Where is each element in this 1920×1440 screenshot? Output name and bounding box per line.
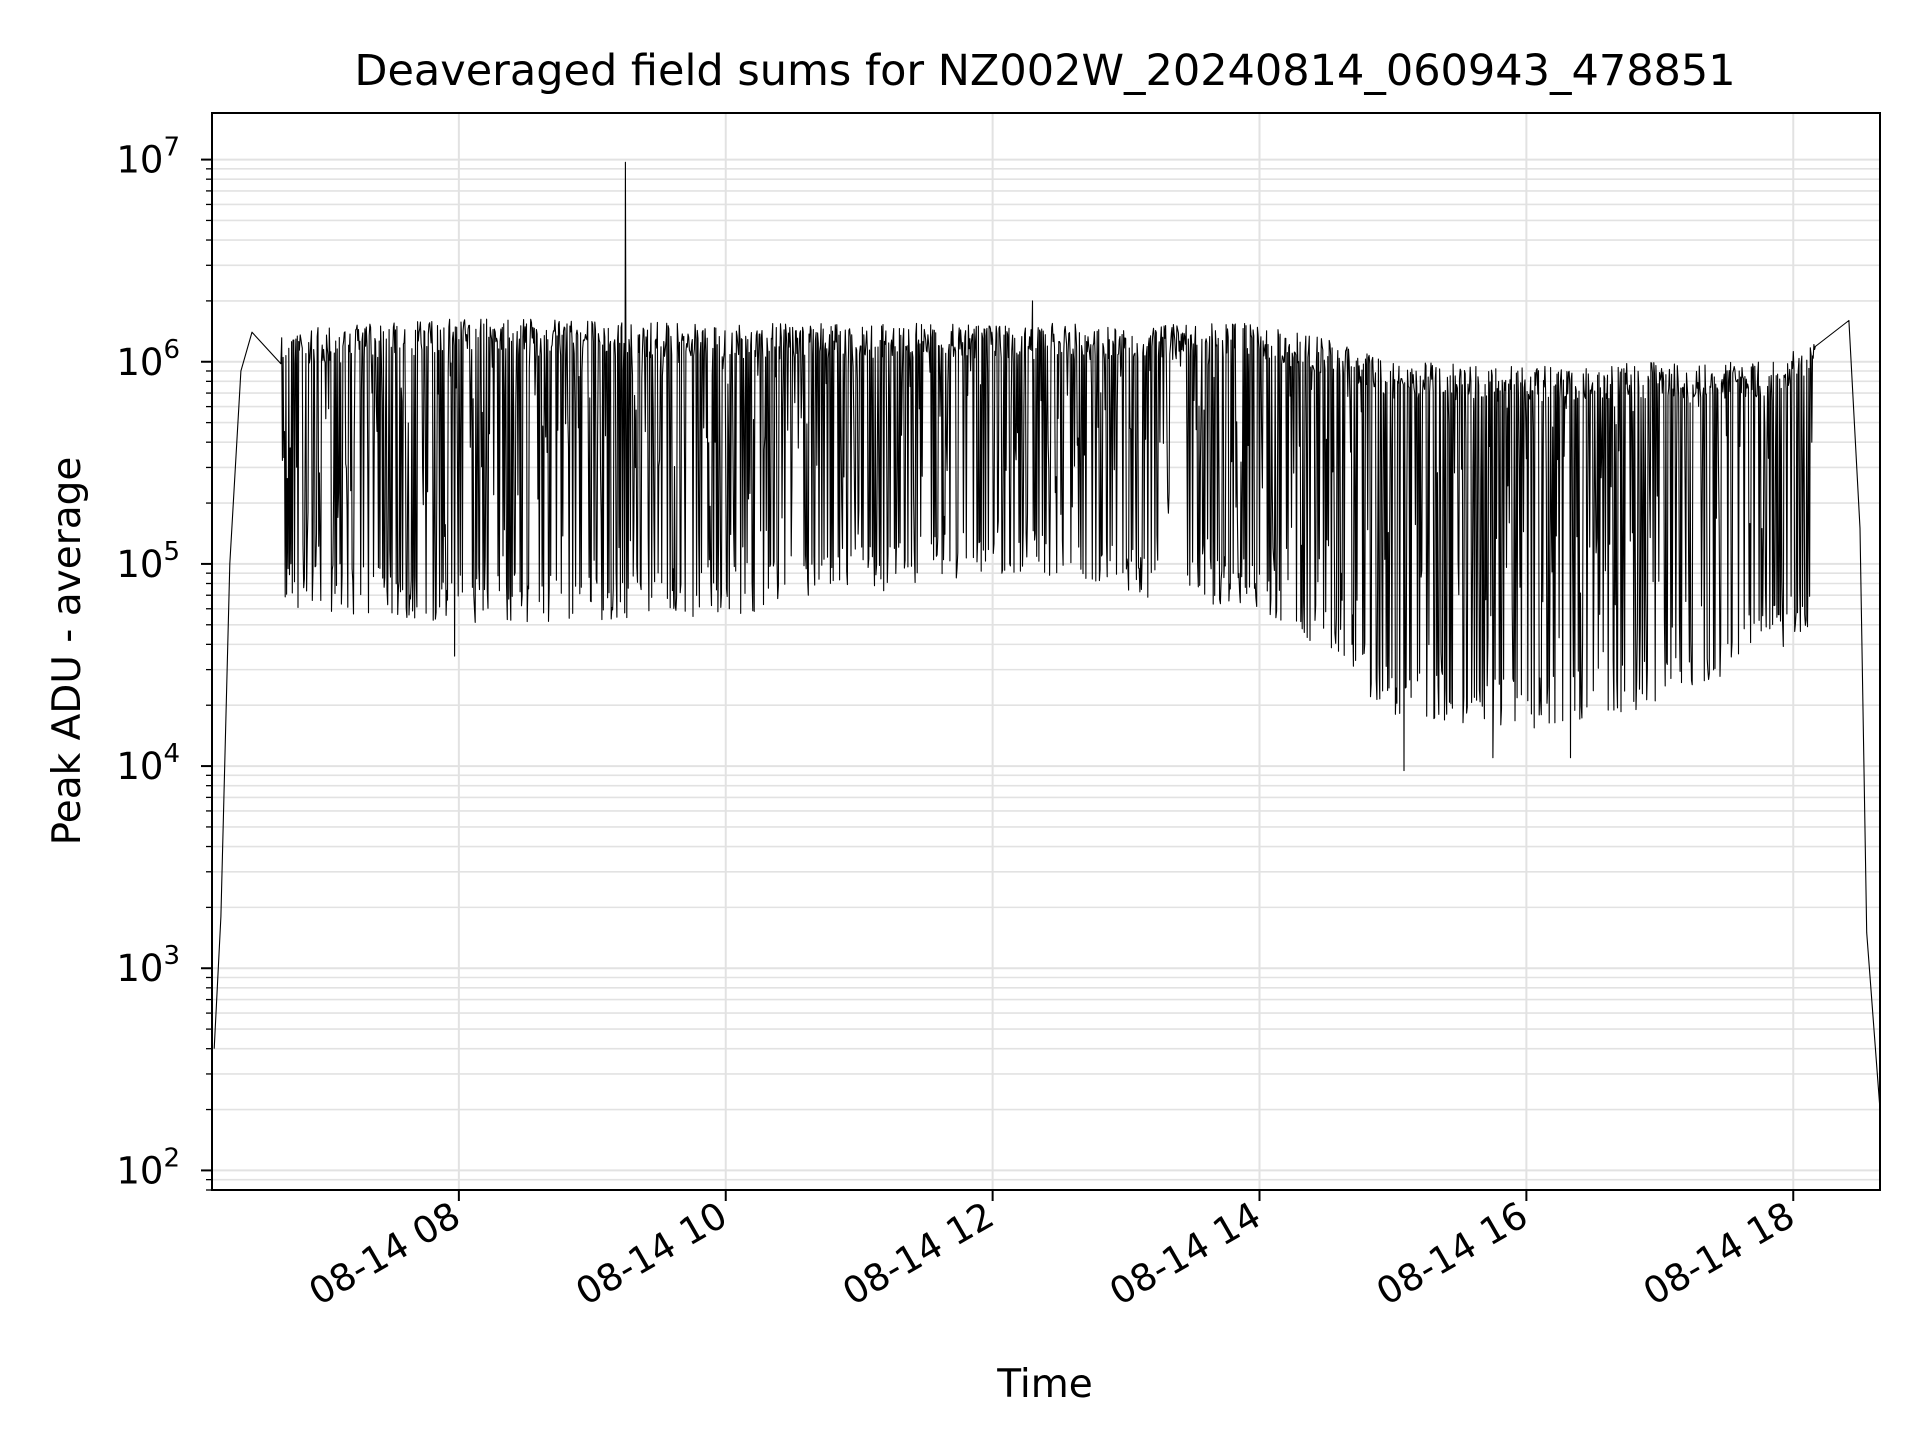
y-tick-base: 10: [116, 139, 163, 182]
y-tick-label: 104: [116, 739, 180, 788]
y-tick-exponent: 3: [163, 941, 180, 971]
y-tick-base: 10: [116, 947, 163, 990]
y-axis-label: Peak ADU - average: [45, 457, 90, 846]
y-tick-base: 10: [116, 341, 163, 384]
y-tick-label: 107: [116, 133, 180, 182]
y-tick-base: 10: [116, 745, 163, 788]
y-tick-exponent: 6: [163, 335, 180, 365]
y-tick-base: 10: [116, 543, 163, 586]
y-tick-label: 102: [116, 1143, 180, 1192]
y-tick-exponent: 2: [163, 1143, 180, 1173]
x-axis-label: Time: [996, 1362, 1092, 1407]
plot-frame: [211, 112, 1881, 1191]
y-tick-base: 10: [116, 1149, 163, 1192]
series-line: [213, 161, 1881, 1110]
y-tick-label: 105: [116, 537, 180, 586]
y-tick-label: 103: [116, 941, 180, 990]
y-tick-exponent: 7: [163, 133, 180, 163]
chart-title: Deaveraged field sums for NZ002W_2024081…: [354, 46, 1735, 96]
y-tick-exponent: 5: [163, 537, 180, 567]
y-tick-exponent: 4: [163, 739, 180, 769]
y-tick-label: 106: [116, 335, 180, 384]
